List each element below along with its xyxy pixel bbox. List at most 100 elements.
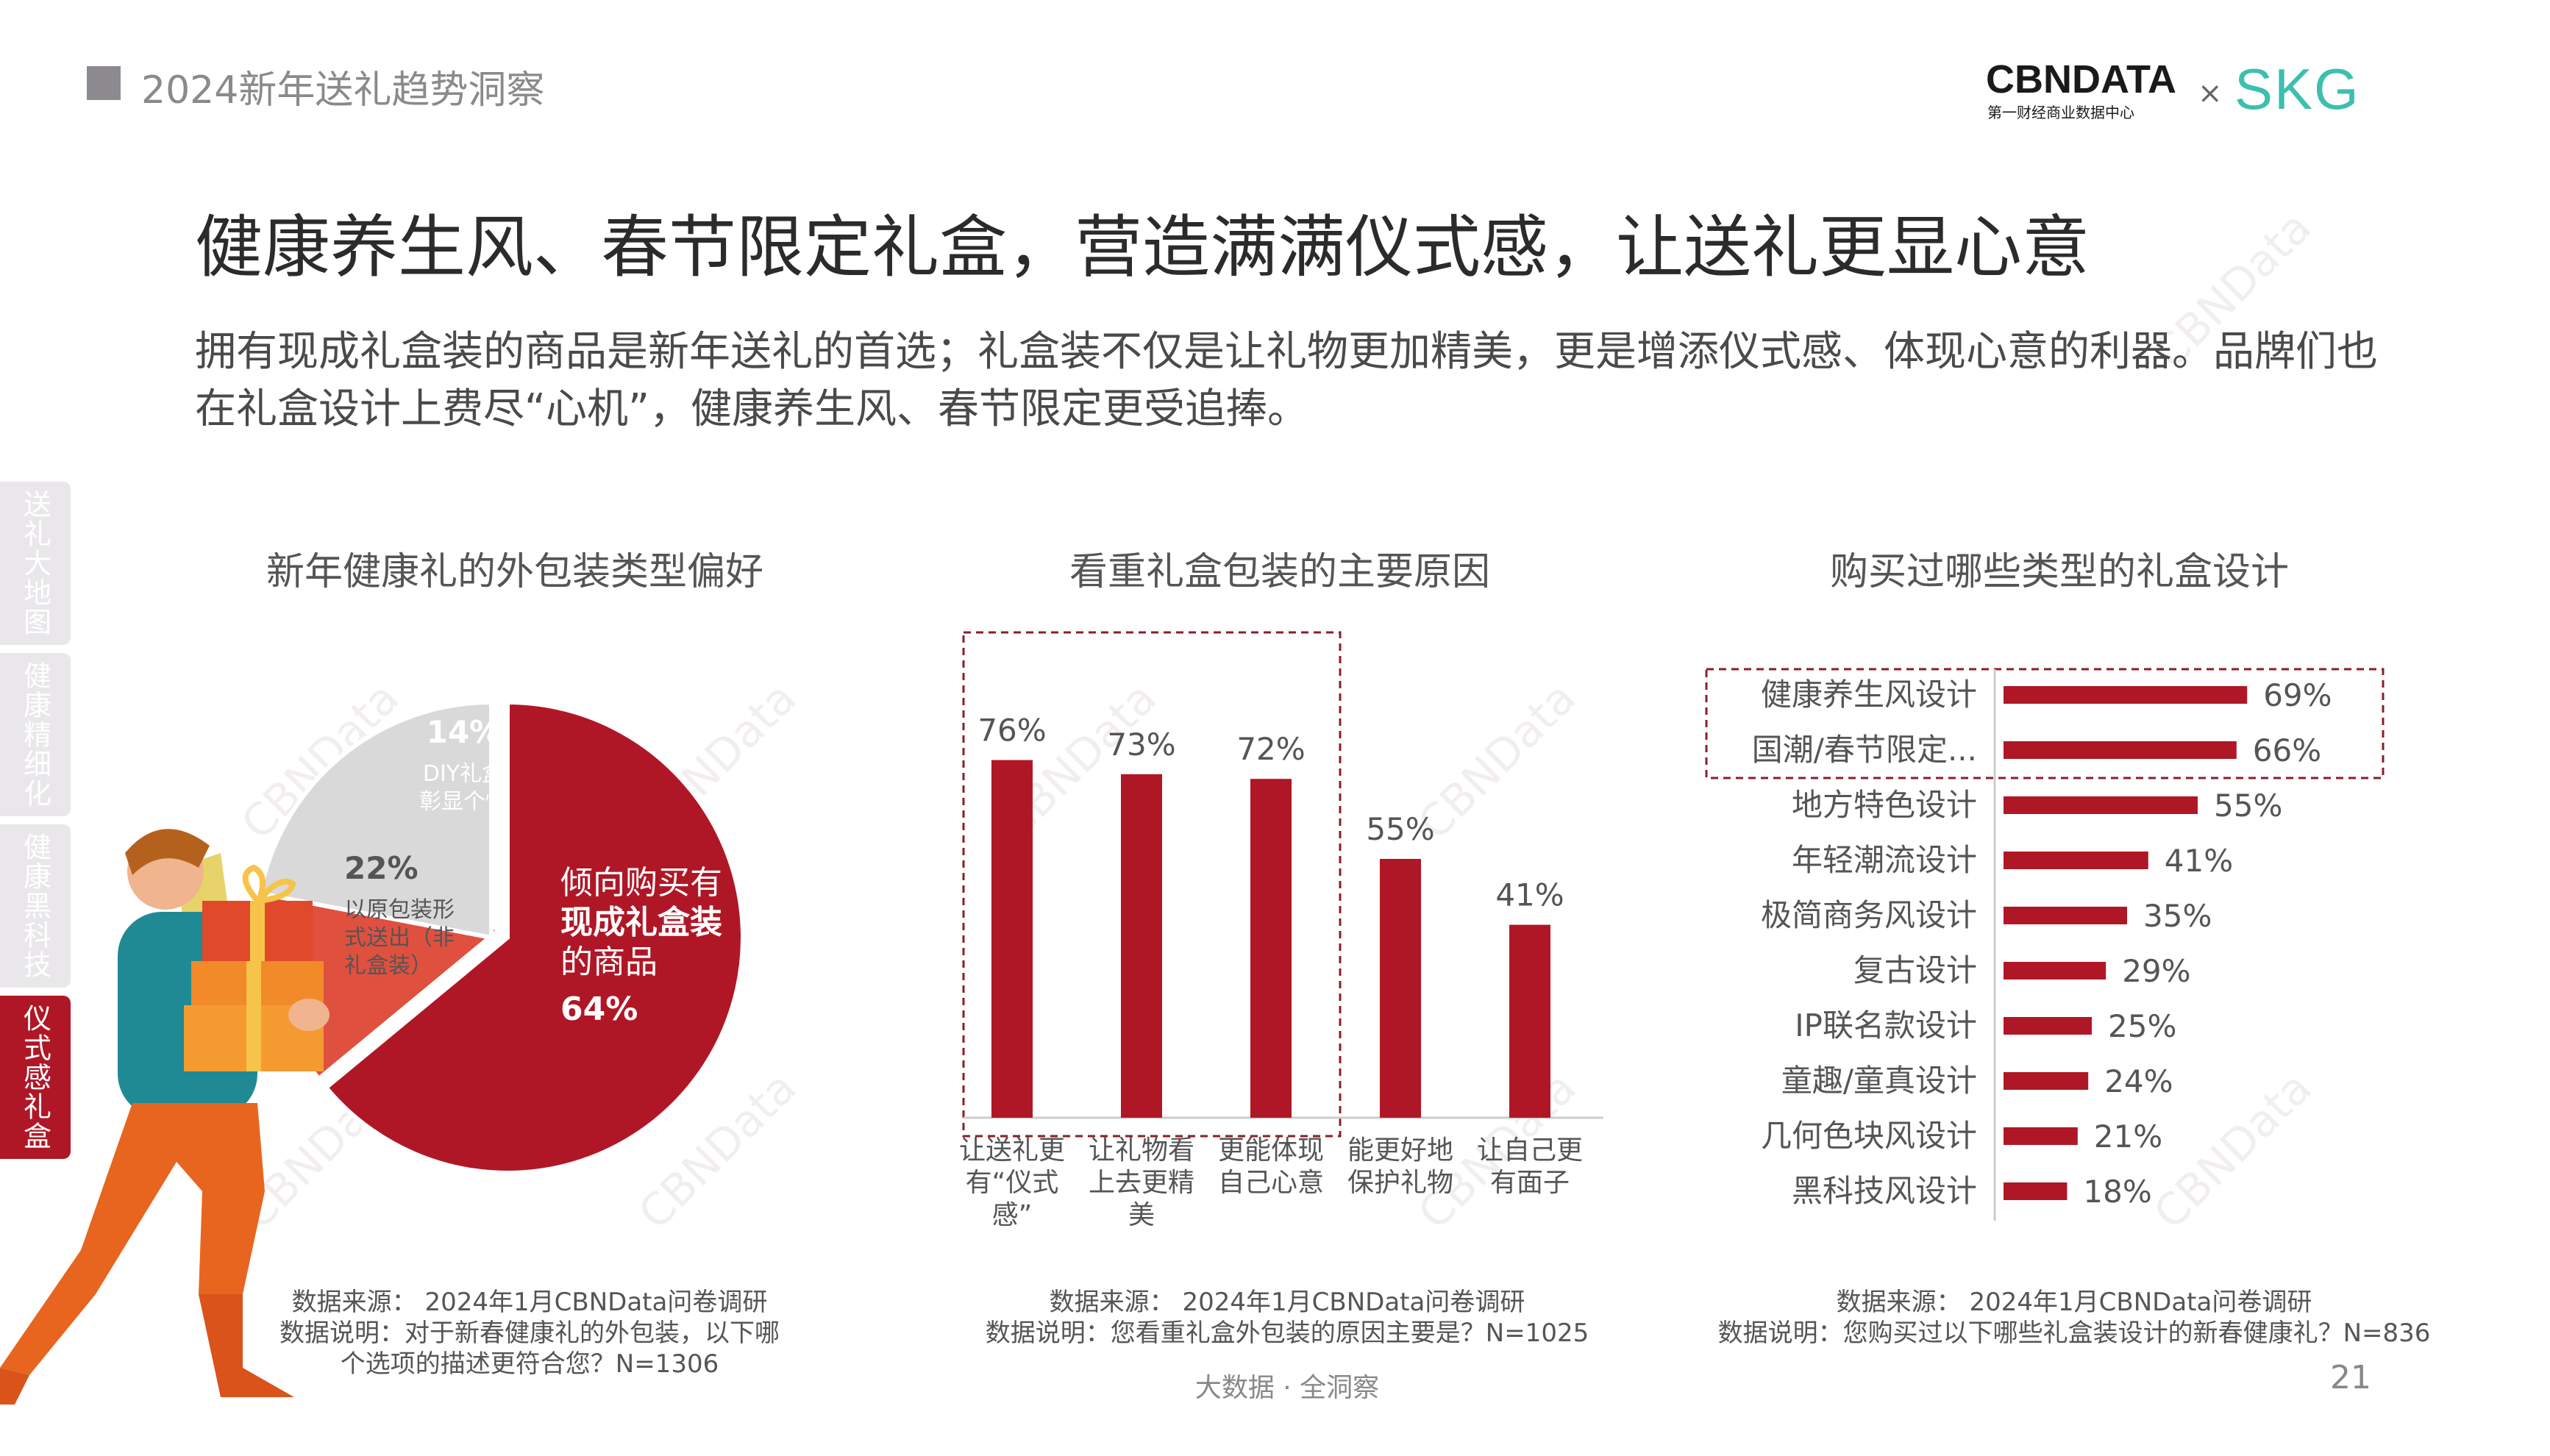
data-note: 数据说明：您购买过以下哪些礼盒装设计的新春健康礼？N=836: [1717, 1318, 2431, 1348]
hbar-category-label: 国潮/春节限定...: [1752, 732, 1977, 768]
bar-category-label: 上去更精: [1089, 1168, 1194, 1198]
bar-value-label: 76%: [977, 713, 1046, 749]
bar-category-label: 让自己更: [1477, 1135, 1583, 1166]
hbar-category-label: 年轻潮流设计: [1792, 842, 1977, 878]
hbar-value-label: 18%: [2083, 1174, 2151, 1210]
footer-tagline: 大数据 · 全洞察: [1194, 1373, 1380, 1403]
side-tab-label: 送礼大地图: [18, 490, 51, 637]
lead-paragraph: 拥有现成礼盒装的商品是新年送礼的首选；礼盒装不仅是让礼物更加精美，更是增添仪式感…: [195, 328, 2378, 433]
page-number: 21: [2330, 1359, 2371, 1396]
pie-slice-pct: 14%: [427, 714, 501, 750]
hbar-category-label: IP联名款设计: [1795, 1007, 1977, 1043]
hbar: [2004, 907, 2127, 924]
data-source: 数据来源： 2024年1月CBNData问卷调研: [1836, 1288, 2312, 1317]
horizontal-bar-chart: 健康养生风设计 69% 国潮/春节限定... 66% 地方特色设计 55% 年轻潮流设计 41…: [1705, 668, 2385, 1221]
section-title: 2024新年送礼趋势洞察: [141, 68, 545, 113]
hbar-value-label: 25%: [2108, 1008, 2176, 1044]
bar-category-label: 更能体现: [1218, 1135, 1324, 1166]
side-tab-health-refined[interactable]: 健康精细化: [0, 653, 71, 816]
hbar-value-label: 41%: [2165, 843, 2233, 879]
bar-category-label: 能更好地: [1347, 1135, 1453, 1166]
side-tab-gift-map[interactable]: 送礼大地图: [0, 482, 71, 645]
bar: [1380, 859, 1421, 1118]
side-tab-health-tech[interactable]: 健康黑科技: [0, 824, 71, 988]
brand-logo: CBNDATA 第一财经商业数据中心 × SKG: [1986, 57, 2360, 121]
hbar: [2004, 1182, 2068, 1200]
bar-category-label: 感”: [992, 1200, 1033, 1230]
hbar-value-label: 21%: [2094, 1118, 2162, 1155]
hbar-value-label: 35%: [2143, 898, 2212, 934]
data-source: 数据来源： 2024年1月CBNData问卷调研: [291, 1288, 768, 1317]
bar: [1121, 774, 1162, 1118]
pie-slice-label: 倾向购买有: [560, 864, 722, 902]
hbar: [2004, 741, 2237, 759]
bar-category-label: 让送礼更: [959, 1135, 1065, 1166]
pie-slice-label: DIY礼盒: [423, 761, 504, 787]
hbar-value-label: 69%: [2263, 677, 2332, 713]
side-tab-label: 仪式感礼盒: [18, 1004, 51, 1151]
hbar: [2004, 686, 2248, 704]
headline: 健康养生风、春节限定礼盒，营造满满仪式感，让送礼更显心意: [195, 208, 2090, 287]
person-with-gifts-illustration: [0, 829, 330, 1405]
bar-category-label: 让礼物看: [1089, 1135, 1194, 1166]
hbar-value-label: 24%: [2104, 1063, 2173, 1099]
bar-value-label: 55%: [1366, 811, 1434, 847]
hbar-value-label: 66%: [2253, 732, 2321, 768]
pie-slice-label: 彰显个性: [419, 789, 507, 815]
hbar-category-label: 极简商务风设计: [1761, 897, 1977, 933]
pie-slice-label: 式送出（非: [344, 925, 455, 951]
hbar-category-label: 黑科技风设计: [1792, 1173, 1977, 1209]
bar: [1250, 779, 1292, 1118]
hbar-category-label: 几何色块风设计: [1761, 1118, 1977, 1154]
pie-slice-pct: 22%: [344, 850, 419, 886]
data-note: 数据说明：您看重礼盒外包装的原因主要是？N=1025: [985, 1318, 1589, 1348]
bar-category-label: 有“仪式: [966, 1168, 1059, 1198]
bar-value-label: 41%: [1495, 877, 1564, 913]
hbar-category-label: 复古设计: [1853, 952, 1977, 988]
pie-slice: [257, 699, 494, 941]
highlight-box: [962, 631, 1342, 1138]
side-tab-label: 健康黑科技: [18, 832, 51, 979]
hbar-value-label: 55%: [2214, 788, 2282, 824]
logo-skg: SKG: [2234, 57, 2360, 121]
hbar-value-label: 29%: [2122, 953, 2190, 989]
logo-cbndata: CBNDATA: [1986, 57, 2176, 101]
bar-category-label: 有面子: [1490, 1168, 1570, 1198]
bar-value-label: 73%: [1107, 727, 1175, 763]
hbar: [2004, 1017, 2092, 1035]
bar: [991, 760, 1033, 1118]
bar-category-label: 美: [1128, 1200, 1155, 1230]
hbar: [2004, 1127, 2078, 1145]
pie-chart-note: 数据来源： 2024年1月CBNData问卷调研 数据说明：对于新春健康礼的外包…: [268, 1287, 791, 1380]
pie-slice-label: 的商品: [560, 943, 658, 981]
hbar-category-label: 童趣/童真设计: [1781, 1063, 1977, 1099]
logo-cross: ×: [2198, 76, 2223, 110]
hbar-chart-title: 购买过哪些类型的礼盒设计: [1829, 550, 2289, 594]
pie-slice: [323, 699, 745, 1175]
hbar: [2004, 852, 2148, 869]
highlight-box: [1705, 668, 2385, 779]
side-tab-ritual-giftbox[interactable]: 仪式感礼盒: [0, 996, 71, 1159]
logo-cbndata-subtitle: 第一财经商业数据中心: [1987, 104, 2134, 121]
hbar-chart-note: 数据来源： 2024年1月CBNData问卷调研 数据说明：您购买过以下哪些礼盒…: [1714, 1287, 2435, 1349]
pie-slice-label: 现成礼盒装: [560, 904, 722, 941]
bar-category-label: 自己心意: [1218, 1168, 1324, 1198]
hbar: [2004, 962, 2106, 979]
pie-chart-title: 新年健康礼的外包装类型偏好: [266, 550, 763, 594]
pie-slice-label: 礼盒装）: [344, 953, 432, 979]
section-marker-icon: [87, 66, 121, 100]
bar-chart-note: 数据来源： 2024年1月CBNData问卷调研 数据说明：您看重礼盒外包装的原…: [971, 1287, 1603, 1349]
hbar-category-label: 地方特色设计: [1792, 787, 1977, 823]
bar-chart-title: 看重礼盒包装的主要原因: [1069, 550, 1490, 594]
bar: [1509, 924, 1550, 1118]
hbar: [2004, 1072, 2089, 1090]
pie-slice-pct: 64%: [560, 991, 638, 1028]
bar-value-label: 72%: [1236, 731, 1305, 767]
pie-slice-label: 以原包装形: [344, 897, 455, 923]
bar-category-label: 保护礼物: [1347, 1168, 1453, 1198]
data-note: 数据说明：对于新春健康礼的外包装，以下哪个选项的描述更符合您？N=1306: [279, 1318, 780, 1379]
side-tab-label: 健康精细化: [18, 661, 51, 808]
hbar: [2004, 796, 2198, 814]
